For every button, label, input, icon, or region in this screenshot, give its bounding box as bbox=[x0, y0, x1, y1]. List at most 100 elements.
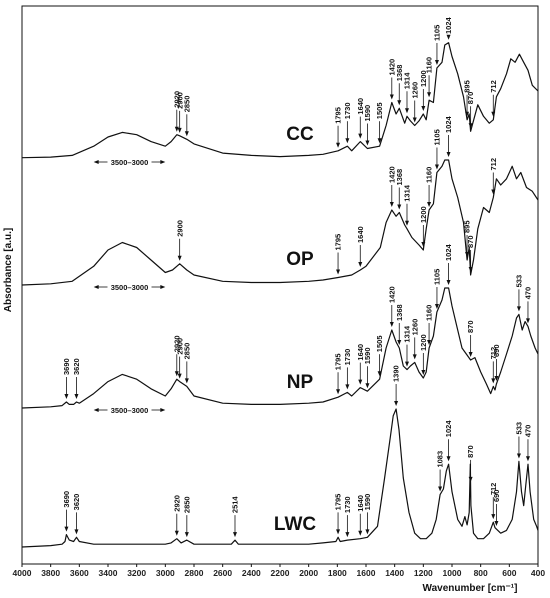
peak-annotation: 895 bbox=[463, 80, 472, 117]
peak-arrow-head bbox=[184, 378, 189, 384]
range-annotation: 3500–3000 bbox=[93, 283, 166, 292]
peak-arrow-head bbox=[174, 126, 179, 132]
peak-annotation: 1024 bbox=[444, 16, 453, 40]
peak-label: 712 bbox=[489, 347, 498, 360]
peak-label: 1505 bbox=[375, 336, 384, 353]
peak-annotation: 712 bbox=[489, 347, 498, 384]
peak-arrow-head bbox=[177, 255, 182, 261]
peak-label: 1368 bbox=[395, 65, 404, 82]
peak-label: 1730 bbox=[343, 103, 352, 120]
peak-arrow-head bbox=[516, 453, 521, 459]
peak-label: 1200 bbox=[419, 206, 428, 223]
peak-label: 1640 bbox=[356, 344, 365, 361]
range-arrow-left bbox=[93, 160, 99, 164]
peak-label: 870 bbox=[466, 445, 475, 458]
peak-label: 1505 bbox=[375, 103, 384, 120]
peak-annotation: 1795 bbox=[334, 234, 343, 275]
peak-annotation: 1105 bbox=[433, 25, 442, 65]
peak-arrow-head bbox=[525, 318, 530, 324]
x-tick-label: 800 bbox=[474, 568, 488, 578]
peak-annotation: 1260 bbox=[410, 82, 419, 123]
x-tick-label: 1200 bbox=[414, 568, 433, 578]
plot-frame bbox=[21, 5, 539, 565]
peak-annotation: 1160 bbox=[425, 167, 434, 207]
peak-annotation: 690 bbox=[492, 490, 501, 527]
peak-label: 3620 bbox=[72, 494, 81, 511]
peak-arrow-head bbox=[336, 389, 341, 395]
x-tick-label: 1400 bbox=[385, 568, 404, 578]
peak-annotation: 2900 bbox=[175, 220, 184, 261]
peak-arrow-head bbox=[412, 354, 417, 360]
peak-arrow-head bbox=[434, 164, 439, 170]
peak-label: 1024 bbox=[444, 115, 453, 133]
peak-label: 2920 bbox=[172, 495, 181, 512]
peak-arrow-head bbox=[491, 378, 496, 384]
x-tick-label: 600 bbox=[502, 568, 516, 578]
axis-labels: Absorbance [a.u.] Wavenumber [cm⁻¹] bbox=[3, 228, 517, 594]
peak-label: 1024 bbox=[444, 420, 453, 438]
peak-arrow-head bbox=[336, 142, 341, 148]
peak-label: 1420 bbox=[387, 59, 396, 76]
x-tick-label: 400 bbox=[531, 568, 545, 578]
peak-arrow-head bbox=[336, 529, 341, 535]
peak-arrow-head bbox=[494, 376, 499, 381]
peak-label: 1730 bbox=[343, 496, 352, 513]
peak-annotation: 1314 bbox=[403, 184, 412, 226]
peak-annotation: 3620 bbox=[72, 494, 81, 535]
peak-annotation: 1505 bbox=[375, 103, 384, 144]
peak-arrow-head bbox=[434, 304, 439, 309]
peak-arrow-head bbox=[427, 340, 432, 345]
peak-label: 1105 bbox=[433, 269, 442, 285]
peak-label: 2900 bbox=[175, 92, 184, 109]
peak-annotation: 712 bbox=[489, 483, 498, 520]
peak-annotation: 1024 bbox=[444, 420, 453, 462]
peak-annotation: 1314 bbox=[403, 325, 412, 367]
peak-label: 3690 bbox=[62, 358, 71, 375]
peak-annotation: 1024 bbox=[444, 243, 453, 285]
peak-arrow-head bbox=[412, 117, 417, 123]
peak-arrow-head bbox=[421, 106, 426, 111]
peak-arrow-head bbox=[404, 361, 409, 367]
peak-arrow-head bbox=[345, 532, 350, 538]
peak-arrow-head bbox=[465, 252, 470, 257]
peak-arrow-head bbox=[468, 123, 473, 129]
peak-annotation: 2920 bbox=[172, 336, 181, 377]
peak-annotation: 1590 bbox=[363, 348, 372, 389]
peak-label: 1160 bbox=[425, 305, 434, 321]
peak-label: 1160 bbox=[425, 167, 434, 183]
peak-label: 2900 bbox=[175, 338, 184, 355]
peak-arrow-head bbox=[421, 370, 426, 375]
peak-arrow-head bbox=[358, 262, 363, 267]
peak-label: 2850 bbox=[182, 343, 191, 360]
peak-arrow-head bbox=[64, 394, 69, 399]
range-annotation: 3500–3000 bbox=[93, 158, 166, 167]
peak-annotation: 1368 bbox=[395, 65, 404, 106]
x-tick-label: 1600 bbox=[357, 568, 376, 578]
peak-label: 1590 bbox=[363, 348, 372, 365]
peak-label: 1640 bbox=[356, 495, 365, 512]
peak-annotation: 1730 bbox=[343, 103, 352, 144]
peak-annotation: 1368 bbox=[395, 169, 404, 210]
peak-arrow-head bbox=[174, 530, 179, 536]
x-tick-label: 2200 bbox=[271, 568, 290, 578]
peak-arrow-head bbox=[184, 532, 189, 538]
peak-label: 895 bbox=[463, 80, 472, 93]
peak-label: 1105 bbox=[433, 129, 442, 145]
peak-label: 895 bbox=[463, 220, 472, 233]
peak-arrow-head bbox=[345, 138, 350, 144]
peak-annotation: 1200 bbox=[419, 70, 428, 111]
peak-arrow-head bbox=[468, 476, 473, 482]
peak-arrow-head bbox=[427, 202, 432, 207]
peak-annotation: 1590 bbox=[363, 105, 372, 146]
peak-arrow-head bbox=[491, 189, 496, 195]
peak-label: 1590 bbox=[363, 105, 372, 122]
peak-annotation: 1105 bbox=[433, 129, 442, 170]
peak-arrow-head bbox=[358, 379, 363, 385]
peak-arrow-head bbox=[389, 94, 394, 100]
series-name-op: OP bbox=[286, 249, 314, 270]
peak-annotation: 1105 bbox=[433, 269, 442, 309]
x-tick-label: 3400 bbox=[99, 568, 118, 578]
